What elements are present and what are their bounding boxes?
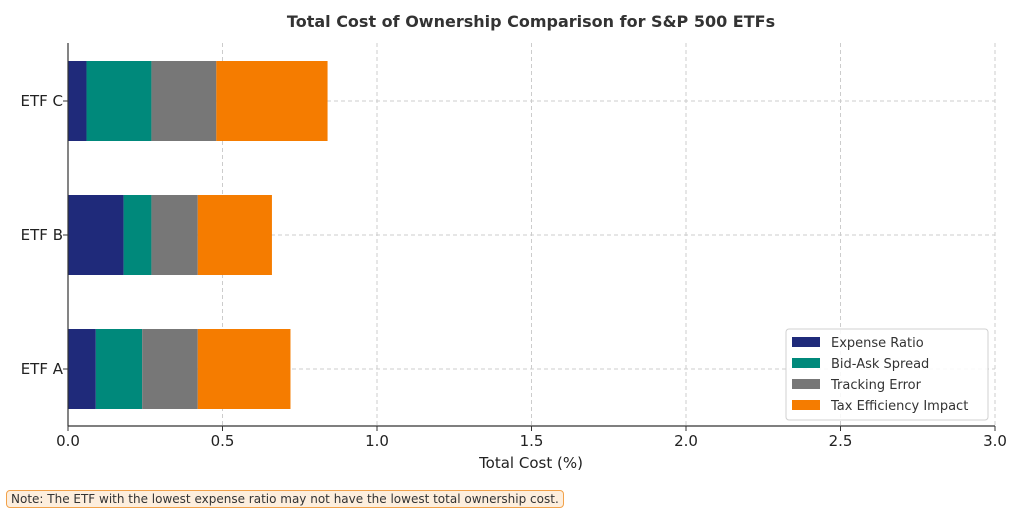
- legend-swatch: [792, 337, 820, 347]
- x-axis-label: Total Cost (%): [478, 454, 583, 472]
- bar-etf-c-bid-ask-spread: [86, 61, 152, 141]
- y-tick-label: ETF C: [20, 92, 63, 110]
- x-tick-label: 1.0: [365, 432, 389, 450]
- legend-swatch: [792, 379, 820, 389]
- bar-etf-c-tracking-error: [151, 61, 217, 141]
- x-tick-label: 0.5: [211, 432, 235, 450]
- bar-etf-b-expense-ratio: [68, 195, 124, 275]
- x-tick-label: 3.0: [983, 432, 1007, 450]
- bar-etf-b-tax-efficiency-impact: [197, 195, 272, 275]
- bar-etf-a-bid-ask-spread: [95, 329, 143, 409]
- legend-swatch: [792, 400, 820, 410]
- bar-etf-a-tax-efficiency-impact: [197, 329, 291, 409]
- bar-etf-c-tax-efficiency-impact: [216, 61, 328, 141]
- x-tick-label: 0.0: [56, 432, 80, 450]
- legend: Expense Ratio Bid-Ask Spread Tracking Erro…: [785, 328, 989, 421]
- bar-etf-b-tracking-error: [151, 195, 198, 275]
- y-tick-label: ETF B: [21, 226, 63, 244]
- legend-label: Expense Ratio: [831, 336, 924, 351]
- y-ticks: ETF A ETF B ETF C: [20, 92, 68, 378]
- chart-title: Total Cost of Ownership Comparison for S…: [287, 12, 775, 31]
- note-box: Note: The ETF with the lowest expense ra…: [6, 490, 564, 508]
- legend-label: Tracking Error: [830, 378, 922, 393]
- bars: [68, 61, 328, 409]
- bar-etf-c-expense-ratio: [68, 61, 87, 141]
- x-ticks: 0.0 0.5 1.0 1.5 2.0 2.5 3.0: [56, 426, 1007, 450]
- bar-etf-b-bid-ask-spread: [123, 195, 152, 275]
- x-tick-label: 1.5: [520, 432, 544, 450]
- legend-label: Tax Efficiency Impact: [830, 399, 968, 414]
- x-tick-label: 2.0: [674, 432, 698, 450]
- x-tick-label: 2.5: [829, 432, 853, 450]
- legend-swatch: [792, 358, 820, 368]
- y-tick-label: ETF A: [21, 360, 64, 378]
- legend-box: [785, 328, 989, 421]
- bar-etf-a-tracking-error: [142, 329, 198, 409]
- chart: Total Cost of Ownership Comparison for S…: [20, 12, 1007, 472]
- bar-etf-a-expense-ratio: [68, 329, 96, 409]
- legend-label: Bid-Ask Spread: [831, 357, 929, 372]
